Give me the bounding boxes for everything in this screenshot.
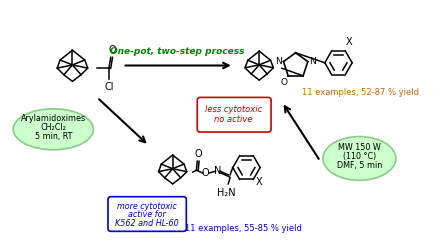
Text: O: O [109, 45, 116, 55]
Text: no active: no active [214, 115, 253, 124]
Text: Cl: Cl [104, 82, 114, 92]
Text: O: O [202, 168, 209, 178]
Text: K562 and HL-60: K562 and HL-60 [115, 219, 179, 228]
Text: CH₂Cl₂: CH₂Cl₂ [40, 123, 66, 132]
FancyBboxPatch shape [197, 97, 271, 132]
Text: DMF, 5 min: DMF, 5 min [337, 161, 382, 170]
FancyBboxPatch shape [108, 197, 186, 231]
Text: N: N [275, 57, 282, 66]
Text: N: N [309, 57, 316, 66]
Ellipse shape [323, 137, 396, 180]
Text: X: X [346, 37, 352, 47]
Text: O: O [280, 78, 287, 87]
Text: X: X [256, 177, 262, 187]
Text: less cytotoxic: less cytotoxic [205, 105, 262, 114]
Text: One-pot, two-step process: One-pot, two-step process [110, 47, 244, 56]
Text: MW 150 W: MW 150 W [338, 143, 381, 152]
Text: 11 examples, 55-85 % yield: 11 examples, 55-85 % yield [185, 224, 302, 233]
Text: more cytotoxic: more cytotoxic [117, 202, 177, 211]
Text: 11 examples, 52-87 % yield: 11 examples, 52-87 % yield [302, 88, 419, 97]
Text: active for: active for [128, 210, 166, 219]
Ellipse shape [13, 109, 93, 150]
Text: H₂N: H₂N [217, 188, 236, 198]
Text: Arylamidoximes: Arylamidoximes [21, 114, 86, 123]
Text: (110 °C): (110 °C) [343, 152, 376, 161]
Text: O: O [194, 149, 202, 159]
Text: N: N [214, 166, 221, 176]
Text: 5 min, RT: 5 min, RT [35, 132, 72, 141]
